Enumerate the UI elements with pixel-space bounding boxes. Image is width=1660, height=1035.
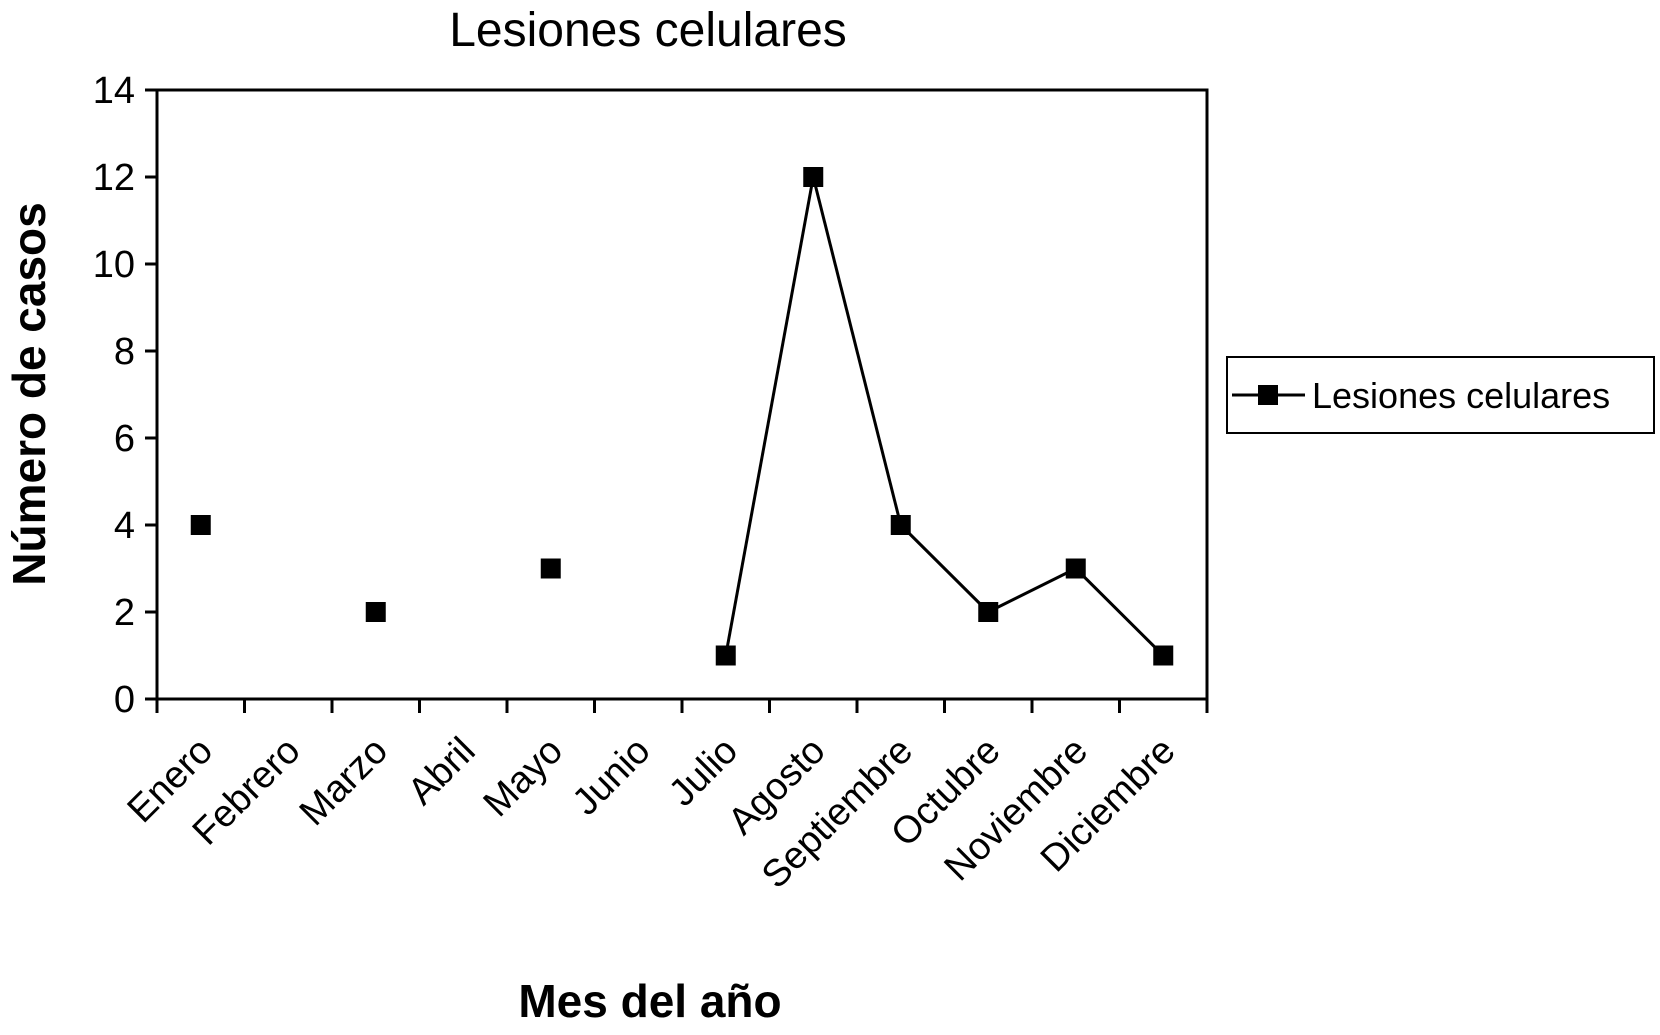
x-tick-label: Junio	[565, 730, 659, 824]
y-tick-label: 2	[114, 592, 135, 634]
series-layer	[190, 167, 1174, 666]
data-point	[803, 167, 824, 187]
chart-title: Lesiones celulares	[449, 4, 847, 57]
data-point	[1153, 645, 1174, 666]
x-tick-label: Mayo	[476, 730, 571, 825]
y-tick-label: 0	[114, 679, 135, 721]
plot-area	[155, 88, 1209, 701]
series-line-segment	[811, 176, 903, 526]
x-tick-label: Abril	[400, 730, 483, 813]
data-point	[190, 515, 211, 535]
legend-marker	[1258, 385, 1278, 405]
y-tick-label: 6	[114, 418, 135, 460]
y-tick-label: 10	[93, 244, 135, 286]
data-point	[540, 558, 561, 579]
series-line-segment	[987, 567, 1077, 614]
data-point	[1065, 558, 1086, 579]
data-point	[365, 602, 386, 622]
y-tick-label: 12	[93, 157, 135, 199]
y-tick-label: 14	[93, 70, 135, 112]
data-point	[890, 515, 911, 535]
series-line-segment	[899, 523, 990, 614]
y-tick-label: 4	[114, 505, 135, 547]
data-point	[715, 645, 736, 666]
legend: Lesiones celulares	[1226, 356, 1655, 434]
legend-entry-label: Lesiones celulares	[1312, 375, 1610, 416]
y-axis: 0 2 4 6 8 10 12 14	[93, 70, 157, 721]
data-point	[978, 602, 999, 622]
series-line-segment	[724, 176, 815, 656]
series-line-segment	[1074, 567, 1165, 657]
y-tick-label: 8	[114, 331, 135, 373]
x-tick-label: Marzo	[292, 730, 396, 834]
x-axis-label: Mes del año	[518, 975, 781, 1027]
y-axis-label: Número de casos	[3, 202, 55, 585]
